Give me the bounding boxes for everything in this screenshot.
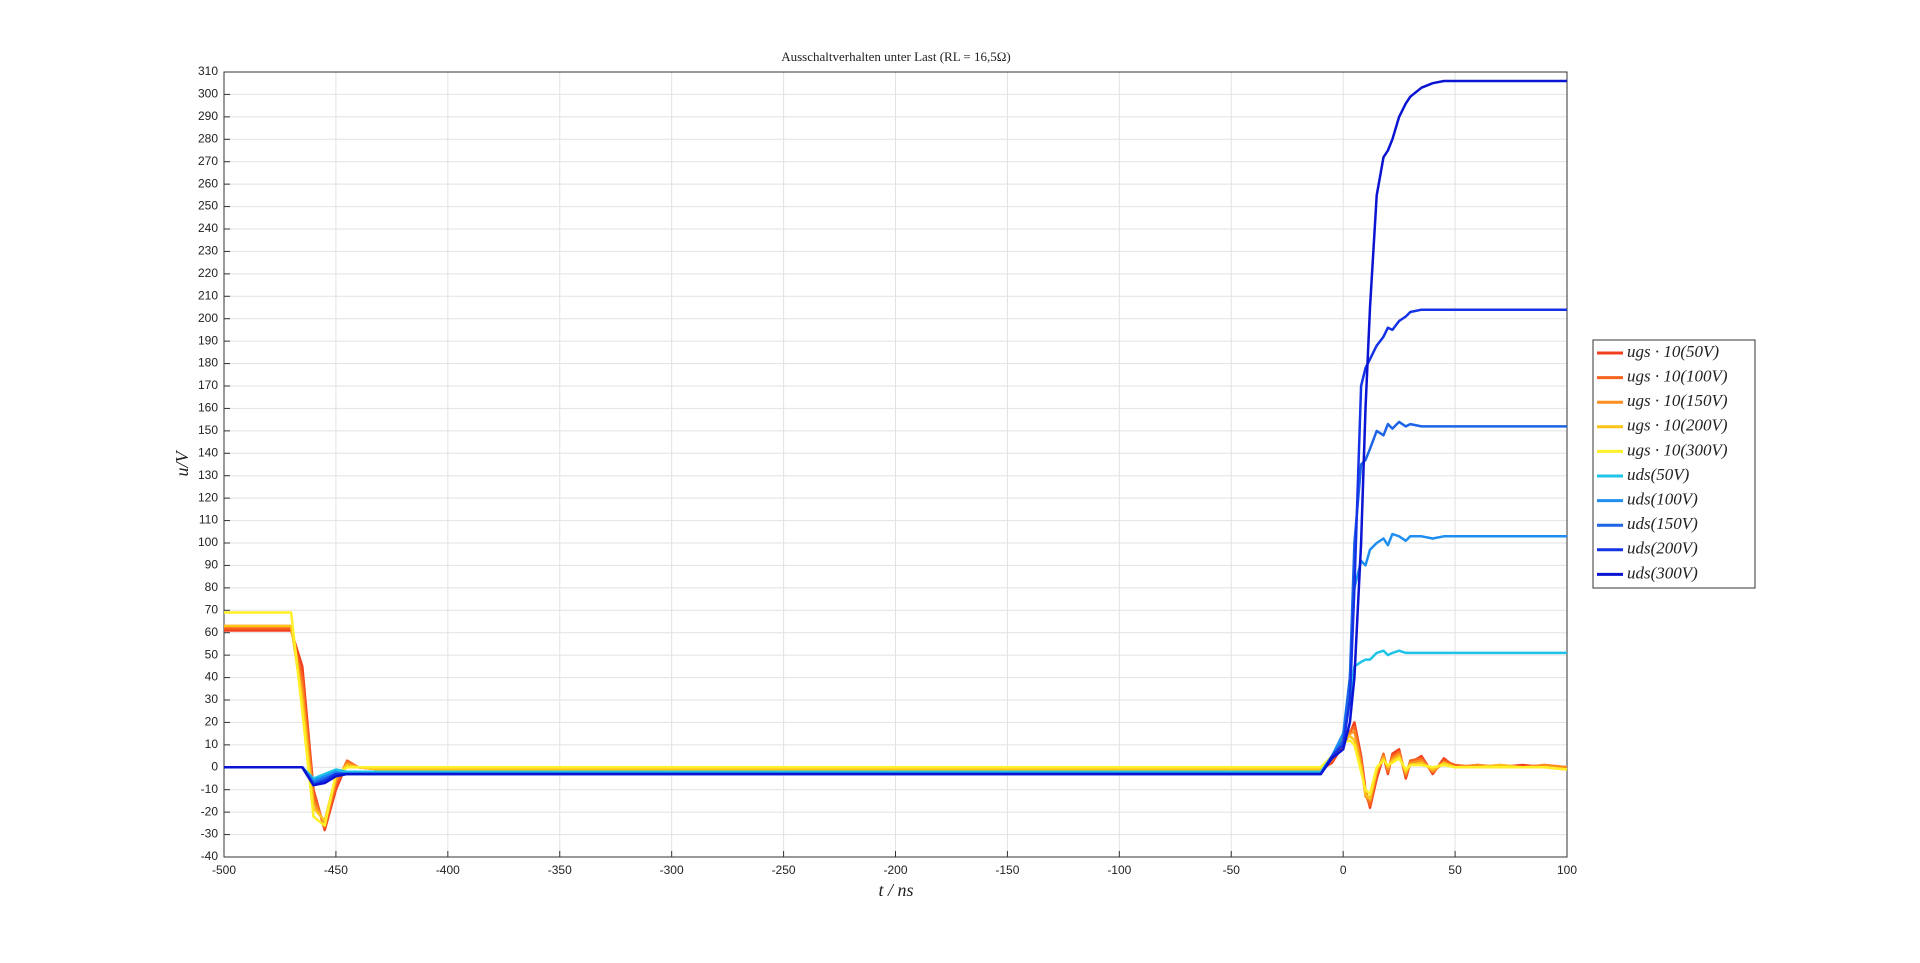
y-tick-label: 110 (199, 513, 218, 527)
y-tick-label: 90 (205, 558, 219, 572)
y-tick-label: 220 (198, 266, 218, 280)
y-tick-label: 210 (198, 288, 218, 302)
legend-label: uds(200V) (1627, 539, 1698, 558)
y-tick-label: 60 (205, 625, 219, 639)
x-tick-label: -50 (1223, 863, 1241, 877)
chart-title: Ausschaltverhalten unter Last (RL = 16,5… (781, 49, 1011, 64)
legend-label: ugs · 10(200V) (1627, 416, 1728, 435)
x-tick-label: -400 (436, 863, 460, 877)
y-tick-label: 40 (205, 670, 219, 684)
x-tick-label: -100 (1107, 863, 1131, 877)
y-tick-label: 270 (198, 154, 218, 168)
axes-box (223, 71, 1568, 858)
y-tick-label: 10 (205, 737, 219, 751)
x-axis-label: t / ns (878, 880, 913, 900)
y-tick-label: 100 (198, 535, 218, 549)
series-line (224, 308, 1567, 787)
y-tick-label: 80 (205, 580, 219, 594)
y-tick-label: 130 (198, 468, 218, 482)
y-tick-label: 180 (198, 356, 218, 370)
x-tick-label: -350 (548, 863, 572, 877)
legend-box (1592, 339, 1756, 589)
y-tick-label: 190 (198, 333, 218, 347)
series-line (224, 79, 1567, 787)
y-axis-label: u/V (172, 449, 192, 476)
x-tick-label: 100 (1557, 863, 1577, 877)
x-tick-label: -200 (883, 863, 907, 877)
y-tick-label: 0 (211, 759, 218, 773)
y-tick-label: 20 (205, 715, 219, 729)
legend-label: uds(150V) (1627, 514, 1698, 533)
legend-label: uds(100V) (1627, 490, 1698, 509)
y-tick-label: 290 (198, 109, 218, 123)
legend-label: ugs · 10(100V) (1627, 367, 1728, 386)
legend-label: uds(300V) (1627, 563, 1698, 582)
y-tick-label: 200 (198, 311, 218, 325)
y-tick-label: -30 (201, 827, 219, 841)
y-tick-label: 120 (198, 490, 218, 504)
y-tick-label: -10 (201, 782, 219, 796)
x-tick-label: 0 (1340, 863, 1347, 877)
x-tick-label: 50 (1448, 863, 1462, 877)
y-tick-label: 250 (198, 199, 218, 213)
x-tick-label: -250 (772, 863, 796, 877)
y-tick-label: 300 (198, 87, 218, 101)
y-tick-label: 50 (205, 647, 219, 661)
x-tick-label: -450 (324, 863, 348, 877)
x-tick-label: -150 (995, 863, 1019, 877)
y-tick-label: 280 (198, 131, 218, 145)
y-tick-label: 150 (198, 423, 218, 437)
y-tick-label: 240 (198, 221, 218, 235)
x-tick-label: -300 (660, 863, 684, 877)
y-tick-label: 160 (198, 401, 218, 415)
legend-label: ugs · 10(300V) (1627, 440, 1728, 459)
y-tick-label: 70 (205, 602, 219, 616)
y-tick-label: 230 (198, 244, 218, 258)
y-tick-label: 30 (205, 692, 219, 706)
y-tick-label: 140 (198, 445, 218, 459)
y-tick-label: 310 (198, 64, 218, 78)
y-tick-label: -20 (201, 804, 219, 818)
y-tick-label: 170 (198, 378, 218, 392)
y-tick-label: -40 (201, 849, 219, 863)
legend-label: uds(50V) (1627, 465, 1690, 484)
legend-label: ugs · 10(150V) (1627, 391, 1728, 410)
x-tick-label: -500 (212, 863, 236, 877)
legend-label: ugs · 10(50V) (1627, 342, 1719, 361)
y-tick-label: 260 (198, 176, 218, 190)
